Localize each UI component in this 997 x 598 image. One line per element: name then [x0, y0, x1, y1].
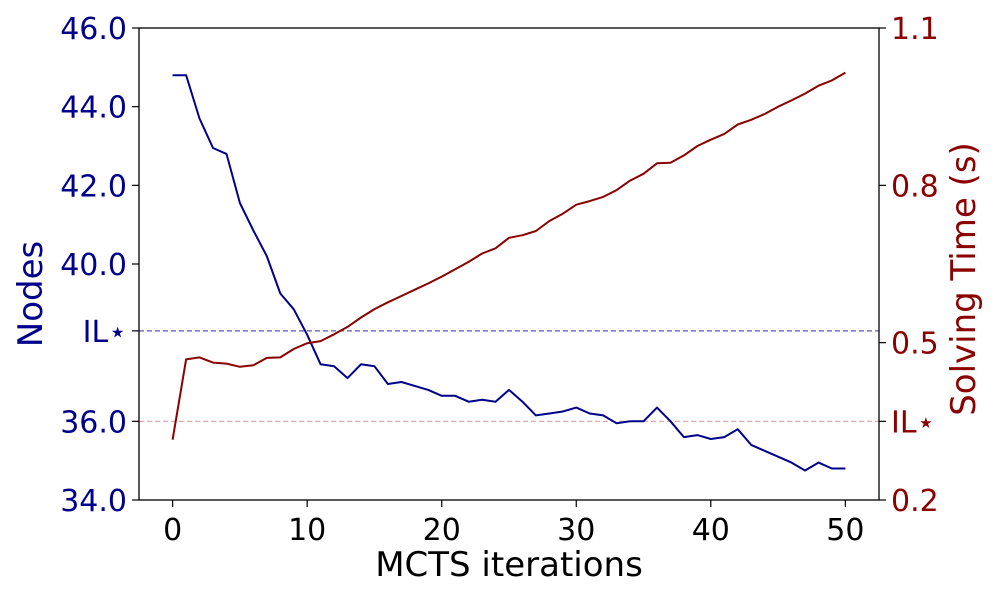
- left-y-axis: 34.0 36.0 IL⋆ 40.0 42.0 44.0 46.0: [60, 12, 139, 519]
- right-y-tick-label: 0.8: [891, 169, 939, 204]
- left-y-tick-label: 42.0: [60, 169, 127, 204]
- left-y-tick-label: 40.0: [60, 248, 127, 283]
- left-y-tick-label: IL⋆: [83, 315, 127, 350]
- x-tick-label: 0: [163, 513, 182, 548]
- series-layer: [171, 71, 846, 472]
- right-y-tick-label: 0.2: [891, 484, 939, 519]
- right-y-tick-label: IL⋆: [891, 405, 935, 440]
- right-y-tick-label: 1.1: [891, 12, 939, 47]
- x-axis: 0 10 20 30 40 50: [163, 500, 864, 548]
- x-tick-label: 40: [692, 513, 730, 548]
- left-y-tick-label: 46.0: [60, 12, 127, 47]
- reference-lines: [139, 330, 879, 422]
- right-y-axis: 0.2 IL⋆ 0.5 0.8 1.1: [879, 12, 939, 519]
- x-tick-label: 50: [826, 513, 864, 548]
- nodes-series-line: [172, 74, 846, 472]
- solving-time-series-line: [171, 71, 846, 440]
- x-tick-label: 30: [557, 513, 595, 548]
- left-y-tick-label: 36.0: [60, 405, 127, 440]
- left-y-axis-title: Nodes: [11, 241, 51, 347]
- right-y-axis-title: Solving Time (s): [944, 142, 984, 416]
- x-tick-label: 20: [423, 513, 461, 548]
- left-y-tick-label: 34.0: [60, 484, 127, 519]
- plot-frame: [138, 27, 880, 501]
- left-y-tick-label: 44.0: [60, 91, 127, 126]
- x-tick-label: 10: [288, 513, 326, 548]
- x-axis-title: MCTS iterations: [375, 545, 643, 585]
- right-y-tick-label: 0.5: [891, 327, 939, 362]
